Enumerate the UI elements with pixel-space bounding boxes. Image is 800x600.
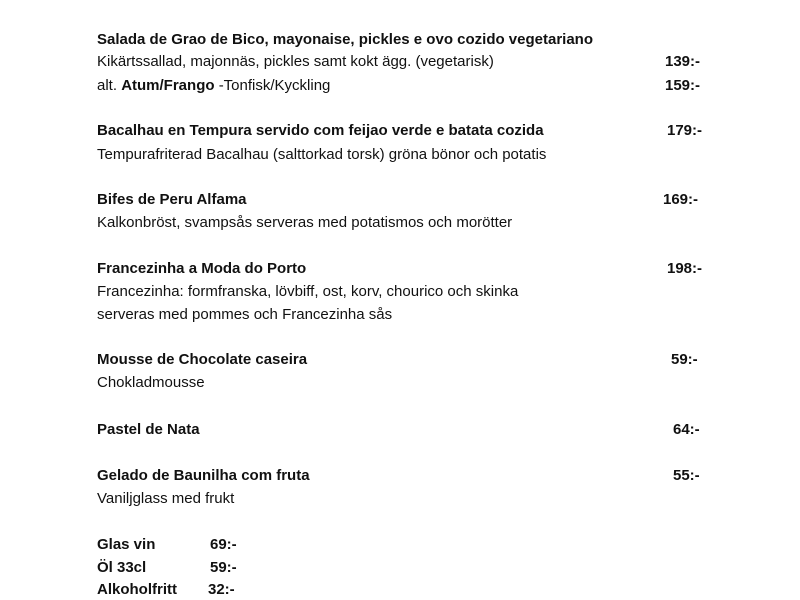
item-title: Salada de Grao de Bico, mayonaise, pickl…: [97, 31, 594, 48]
item-price: 139:-: [665, 53, 701, 70]
cut-off-line: [97, 0, 317, 4]
drink-name: Alkoholfritt: [97, 581, 177, 598]
item-title: Bacalhau en Tempura servido com feijao v…: [97, 122, 544, 139]
item-description: Kikärtssallad, majonnäs, pickles samt ko…: [97, 53, 494, 70]
item-title: Mousse de Chocolate caseira: [97, 351, 308, 368]
drink-name: Glas vin: [97, 536, 156, 553]
item-price: 59:-: [671, 351, 698, 368]
item-description-2: serveras med pommes och Francezinha sås: [97, 306, 393, 323]
item-alternative: alt. Atum/Frango -Tonfisk/Kyckling: [97, 77, 330, 95]
alt-bold: Atum/Frango: [121, 77, 215, 94]
item-description: Chokladmousse: [97, 374, 205, 391]
item-title: Pastel de Nata: [97, 421, 200, 438]
item-title: Gelado de Baunilha com fruta: [97, 467, 310, 484]
item-price: 55:-: [673, 467, 700, 484]
drink-price: 59:-: [210, 559, 237, 576]
item-description: Vaniljglass med frukt: [97, 490, 235, 507]
drink-price: 32:-: [208, 581, 235, 598]
drink-price: 69:-: [210, 536, 237, 553]
item-description: Tempurafriterad Bacalhau (salttorkad tor…: [97, 146, 547, 163]
alt-price: 159:-: [665, 77, 701, 94]
drink-name: Öl 33cl: [97, 559, 147, 576]
item-title: Francezinha a Moda do Porto: [97, 260, 307, 277]
alt-prefix: alt.: [97, 77, 118, 94]
item-title: Bifes de Peru Alfama: [97, 191, 247, 208]
item-price: 64:-: [673, 421, 700, 438]
item-price: 179:-: [667, 122, 703, 139]
item-description: Francezinha: formfranska, lövbiff, ost, …: [97, 283, 519, 300]
item-price: 198:-: [667, 260, 703, 277]
alt-rest: -Tonfisk/Kyckling: [218, 77, 331, 94]
item-price: 169:-: [663, 191, 699, 208]
item-description: Kalkonbröst, svampsås serveras med potat…: [97, 214, 513, 231]
